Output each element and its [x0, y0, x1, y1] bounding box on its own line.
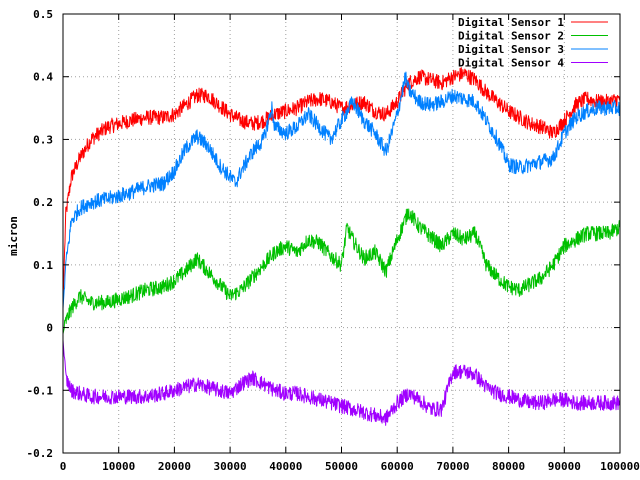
frame-layer [62, 13, 621, 454]
x-tick-label: 70000 [436, 460, 469, 473]
x-tick-label: 0 [60, 460, 67, 473]
legend-label: Digital Sensor 1 [458, 16, 564, 29]
y-axis-label: micron [7, 216, 20, 256]
grid-layer [63, 14, 620, 453]
x-tick-label: 100000 [600, 460, 640, 473]
x-tick-label: 40000 [269, 460, 302, 473]
series-line-3 [62, 71, 621, 309]
series-line-1 [62, 67, 621, 303]
x-tick-label: 60000 [381, 460, 414, 473]
legend-label: Digital Sensor 2 [458, 30, 564, 43]
y-tick-label: 0 [46, 322, 53, 335]
series-layer [62, 67, 621, 426]
y-tick-label: 0.5 [33, 8, 53, 21]
y-tick-label: 0.4 [33, 71, 53, 84]
tick-layer: 0 10000 20000 30000 40000 50000 60000 70000 8000… [27, 8, 640, 473]
y-tick-label: -0.1 [27, 384, 54, 397]
x-tick-label: 80000 [492, 460, 525, 473]
legend-label: Digital Sensor 3 [458, 43, 564, 56]
x-tick-label: 30000 [214, 460, 247, 473]
y-tick-label: -0.2 [27, 447, 54, 460]
series-line-4 [62, 340, 621, 426]
x-tick-label: 10000 [102, 460, 135, 473]
y-tick-label: 0.2 [33, 196, 53, 209]
x-tick-label: 90000 [548, 460, 581, 473]
y-tick-label: 0.1 [33, 259, 53, 272]
plot-frame [62, 13, 621, 454]
series-line-2 [62, 208, 621, 334]
x-tick-label: 20000 [158, 460, 191, 473]
legend-label: Digital Sensor 4 [458, 57, 564, 70]
x-tick-label: 50000 [325, 460, 358, 473]
y-tick-label: 0.3 [33, 133, 53, 146]
